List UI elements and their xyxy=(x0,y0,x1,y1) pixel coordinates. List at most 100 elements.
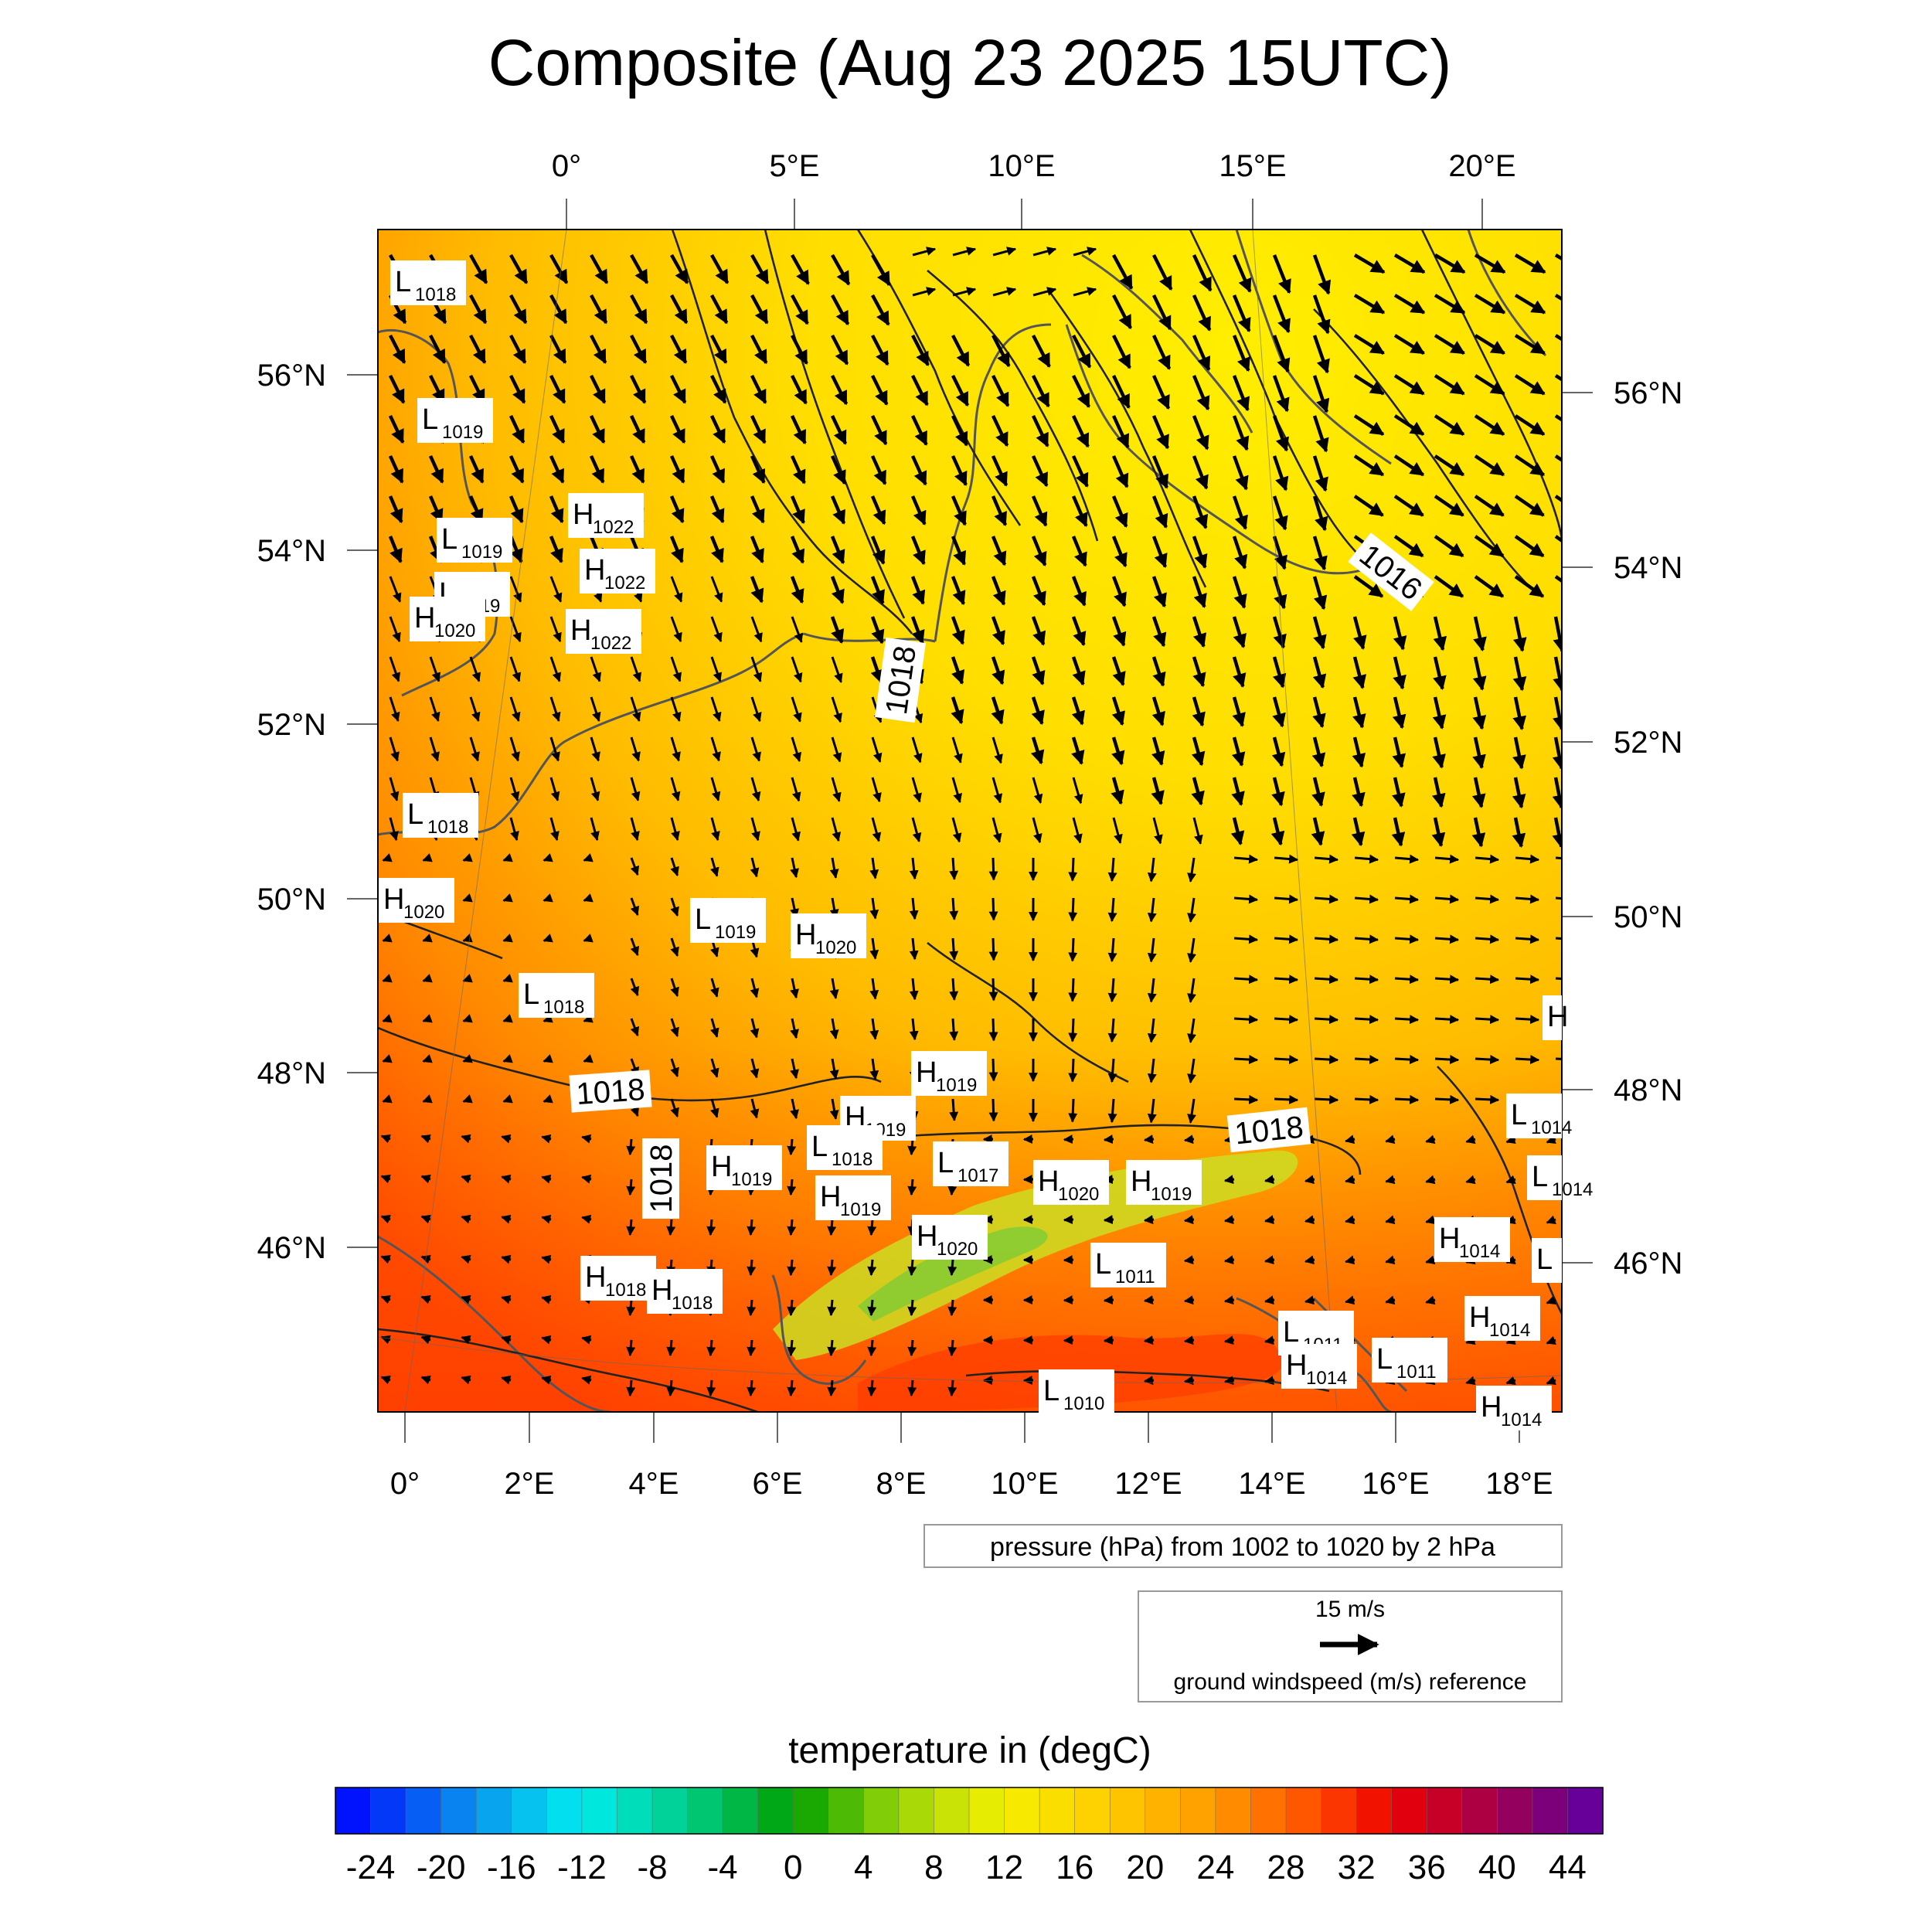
colorbar-cell xyxy=(863,1787,900,1835)
wind-vector xyxy=(1555,856,1562,860)
wind-vector xyxy=(951,656,965,685)
pressure-center-type: L xyxy=(422,403,438,436)
wind-vector xyxy=(1393,656,1406,690)
wind-vector xyxy=(543,1054,553,1063)
wind-vector xyxy=(988,1018,998,1042)
wind-vector xyxy=(382,1054,393,1063)
wind-vector xyxy=(389,656,401,682)
wind-vector xyxy=(1111,536,1128,568)
wind-vector xyxy=(1151,253,1173,291)
wind-vector xyxy=(1274,934,1299,944)
wind-vector xyxy=(910,375,929,406)
pressure-center-value: 1018 xyxy=(605,1280,646,1301)
wind-vector xyxy=(382,974,393,983)
wind-vector xyxy=(1271,777,1285,807)
wind-vector xyxy=(791,817,801,842)
wind-vector xyxy=(949,978,959,1001)
wind-vector xyxy=(462,1094,473,1104)
wind-vector xyxy=(827,1339,837,1357)
wind-vector xyxy=(626,1179,636,1196)
wind-vector xyxy=(1232,656,1247,688)
wind-vector xyxy=(1385,1255,1396,1265)
wind-vector xyxy=(910,455,927,486)
wind-vector xyxy=(509,616,522,643)
colorbar-cell xyxy=(1180,1787,1216,1835)
pressure-center-value: 1011 xyxy=(1115,1267,1155,1287)
pressure-center-value: 1014 xyxy=(1501,1410,1542,1430)
wind-vector xyxy=(1512,736,1526,770)
lat-label: 46°N xyxy=(1614,1247,1682,1281)
wind-vector xyxy=(1475,894,1500,904)
wind-vector xyxy=(1274,1015,1299,1025)
pressure-center-type: H xyxy=(1286,1349,1307,1382)
wind-vector xyxy=(1223,1175,1235,1185)
wind-vector xyxy=(1515,894,1540,904)
wind-vector xyxy=(590,696,601,723)
wind-vector xyxy=(1391,817,1406,847)
wind-vector xyxy=(988,857,998,881)
wind-vector xyxy=(988,1058,998,1082)
wind-vector xyxy=(870,415,888,446)
wind-vector xyxy=(1233,975,1259,985)
wind-vector xyxy=(388,375,406,404)
wind-vector xyxy=(1352,696,1366,729)
wind-vector xyxy=(1394,894,1420,904)
wind-vector xyxy=(790,1018,799,1039)
wind-vector xyxy=(747,1219,757,1236)
wind-vector xyxy=(501,1254,512,1264)
wind-vector xyxy=(1232,415,1250,451)
wind-vector xyxy=(1515,1055,1540,1065)
wind-vector xyxy=(1552,817,1562,849)
colorbar-tick-label: 0 xyxy=(784,1849,802,1886)
wind-vector xyxy=(1107,897,1117,923)
wind-vector xyxy=(422,974,433,983)
wind-vector xyxy=(501,1294,512,1304)
pressure-center-label: L 1017 xyxy=(933,1141,1009,1186)
wind-vector xyxy=(469,656,481,682)
wind-vector xyxy=(949,897,959,920)
wind-vector xyxy=(909,857,919,880)
pressure-center-type: L xyxy=(937,1147,954,1179)
wind-vector xyxy=(670,1098,679,1117)
wind-vector xyxy=(949,937,959,961)
lon-label: 2°E xyxy=(505,1467,555,1501)
wind-vector xyxy=(1554,334,1562,342)
wind-vector xyxy=(1351,817,1366,847)
pressure-center-value: 1019 xyxy=(840,1199,881,1220)
wind-vector xyxy=(1475,1094,1500,1104)
colorbar-cell xyxy=(1532,1787,1569,1835)
wind-vector xyxy=(1552,777,1562,809)
wind-vector xyxy=(869,1018,879,1040)
wind-vector xyxy=(992,736,1003,764)
wind-vector xyxy=(871,736,883,763)
wind-vector xyxy=(1434,454,1465,477)
wind-vector xyxy=(502,1054,513,1063)
wind-vector xyxy=(1546,1376,1556,1386)
wind-vector xyxy=(420,1134,431,1144)
wind-vector xyxy=(1264,1335,1275,1345)
wind-vector xyxy=(549,294,568,325)
pressure-center-type: H xyxy=(1038,1165,1059,1198)
wind-vector xyxy=(541,1335,552,1345)
temperature-colorbar: temperature in (degC) -24 -20 -16 -12 -8 -4 0 4… xyxy=(335,1730,1604,1886)
wind-vector xyxy=(1515,1015,1540,1025)
wind-vector xyxy=(1546,1215,1556,1225)
wind-vector xyxy=(787,1219,797,1236)
wind-vector xyxy=(1546,1295,1556,1305)
wind-vector xyxy=(461,1335,471,1345)
wind-vector xyxy=(1272,254,1291,294)
colorbar-frame xyxy=(335,1787,1604,1835)
colorbar-tick-label: -4 xyxy=(708,1849,738,1886)
wind-vector xyxy=(590,253,609,284)
wind-vector xyxy=(583,1054,594,1063)
wind-vector xyxy=(1385,1215,1396,1225)
colorbar-tick-label: -8 xyxy=(637,1849,667,1886)
wind-vector xyxy=(747,1299,757,1317)
pressure-center-value: 1014 xyxy=(1459,1241,1500,1262)
wind-vector xyxy=(1505,1134,1516,1145)
wind-vector xyxy=(543,934,553,943)
wind-vector xyxy=(790,978,799,999)
wind-vector xyxy=(1393,495,1424,517)
wind-vector xyxy=(549,817,560,842)
